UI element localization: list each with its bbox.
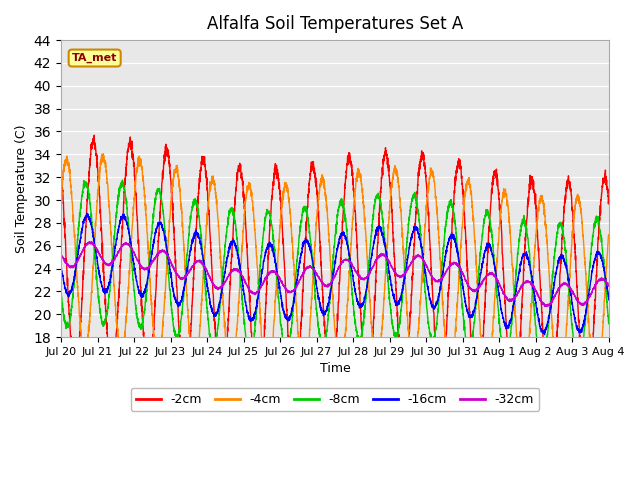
-2cm (583, 409, 591, 415)
Line: -2cm: -2cm (61, 135, 609, 412)
Text: TA_met: TA_met (72, 53, 117, 63)
-16cm (553, 264, 561, 270)
Line: -4cm: -4cm (61, 154, 609, 394)
-4cm (175, 174, 182, 180)
-2cm (605, 196, 612, 202)
-2cm (388, 220, 396, 226)
-2cm (398, 374, 406, 380)
-4cm (556, 391, 564, 396)
-32cm (398, 273, 406, 279)
-8cm (398, 295, 406, 300)
-16cm (605, 297, 612, 303)
Title: Alfalfa Soil Temperatures Set A: Alfalfa Soil Temperatures Set A (207, 15, 463, 33)
-16cm (83, 210, 91, 216)
-2cm (605, 197, 612, 203)
-32cm (57, 252, 65, 257)
-16cm (388, 288, 396, 293)
-8cm (605, 319, 612, 324)
-2cm (553, 331, 561, 336)
-2cm (90, 132, 98, 138)
-8cm (553, 229, 561, 235)
X-axis label: Time: Time (319, 362, 350, 375)
Y-axis label: Soil Temperature (C): Soil Temperature (C) (15, 124, 28, 253)
-16cm (541, 332, 548, 337)
-8cm (57, 289, 65, 295)
-2cm (57, 163, 65, 168)
-8cm (538, 366, 546, 372)
Line: -16cm: -16cm (61, 213, 609, 335)
-4cm (605, 232, 612, 238)
-32cm (544, 303, 552, 309)
-4cm (388, 179, 396, 185)
-16cm (57, 266, 65, 272)
Line: -8cm: -8cm (61, 180, 609, 369)
-4cm (211, 181, 218, 187)
-8cm (118, 177, 126, 183)
-32cm (605, 283, 612, 289)
-4cm (99, 151, 107, 156)
-32cm (388, 264, 396, 270)
-2cm (211, 309, 218, 314)
-16cm (398, 289, 406, 295)
-4cm (57, 196, 65, 202)
-4cm (398, 227, 406, 233)
-8cm (388, 320, 396, 326)
-4cm (553, 379, 561, 385)
-8cm (605, 321, 612, 326)
-32cm (211, 282, 218, 288)
Line: -32cm: -32cm (61, 242, 609, 306)
-16cm (605, 295, 612, 301)
-32cm (87, 239, 95, 245)
-32cm (175, 274, 182, 279)
-32cm (553, 288, 561, 294)
-16cm (175, 304, 182, 310)
-8cm (211, 345, 218, 350)
-4cm (605, 232, 612, 238)
-8cm (175, 332, 182, 337)
-16cm (211, 313, 218, 319)
-32cm (605, 283, 612, 289)
-2cm (175, 319, 182, 324)
Legend: -2cm, -4cm, -8cm, -16cm, -32cm: -2cm, -4cm, -8cm, -16cm, -32cm (131, 388, 539, 411)
